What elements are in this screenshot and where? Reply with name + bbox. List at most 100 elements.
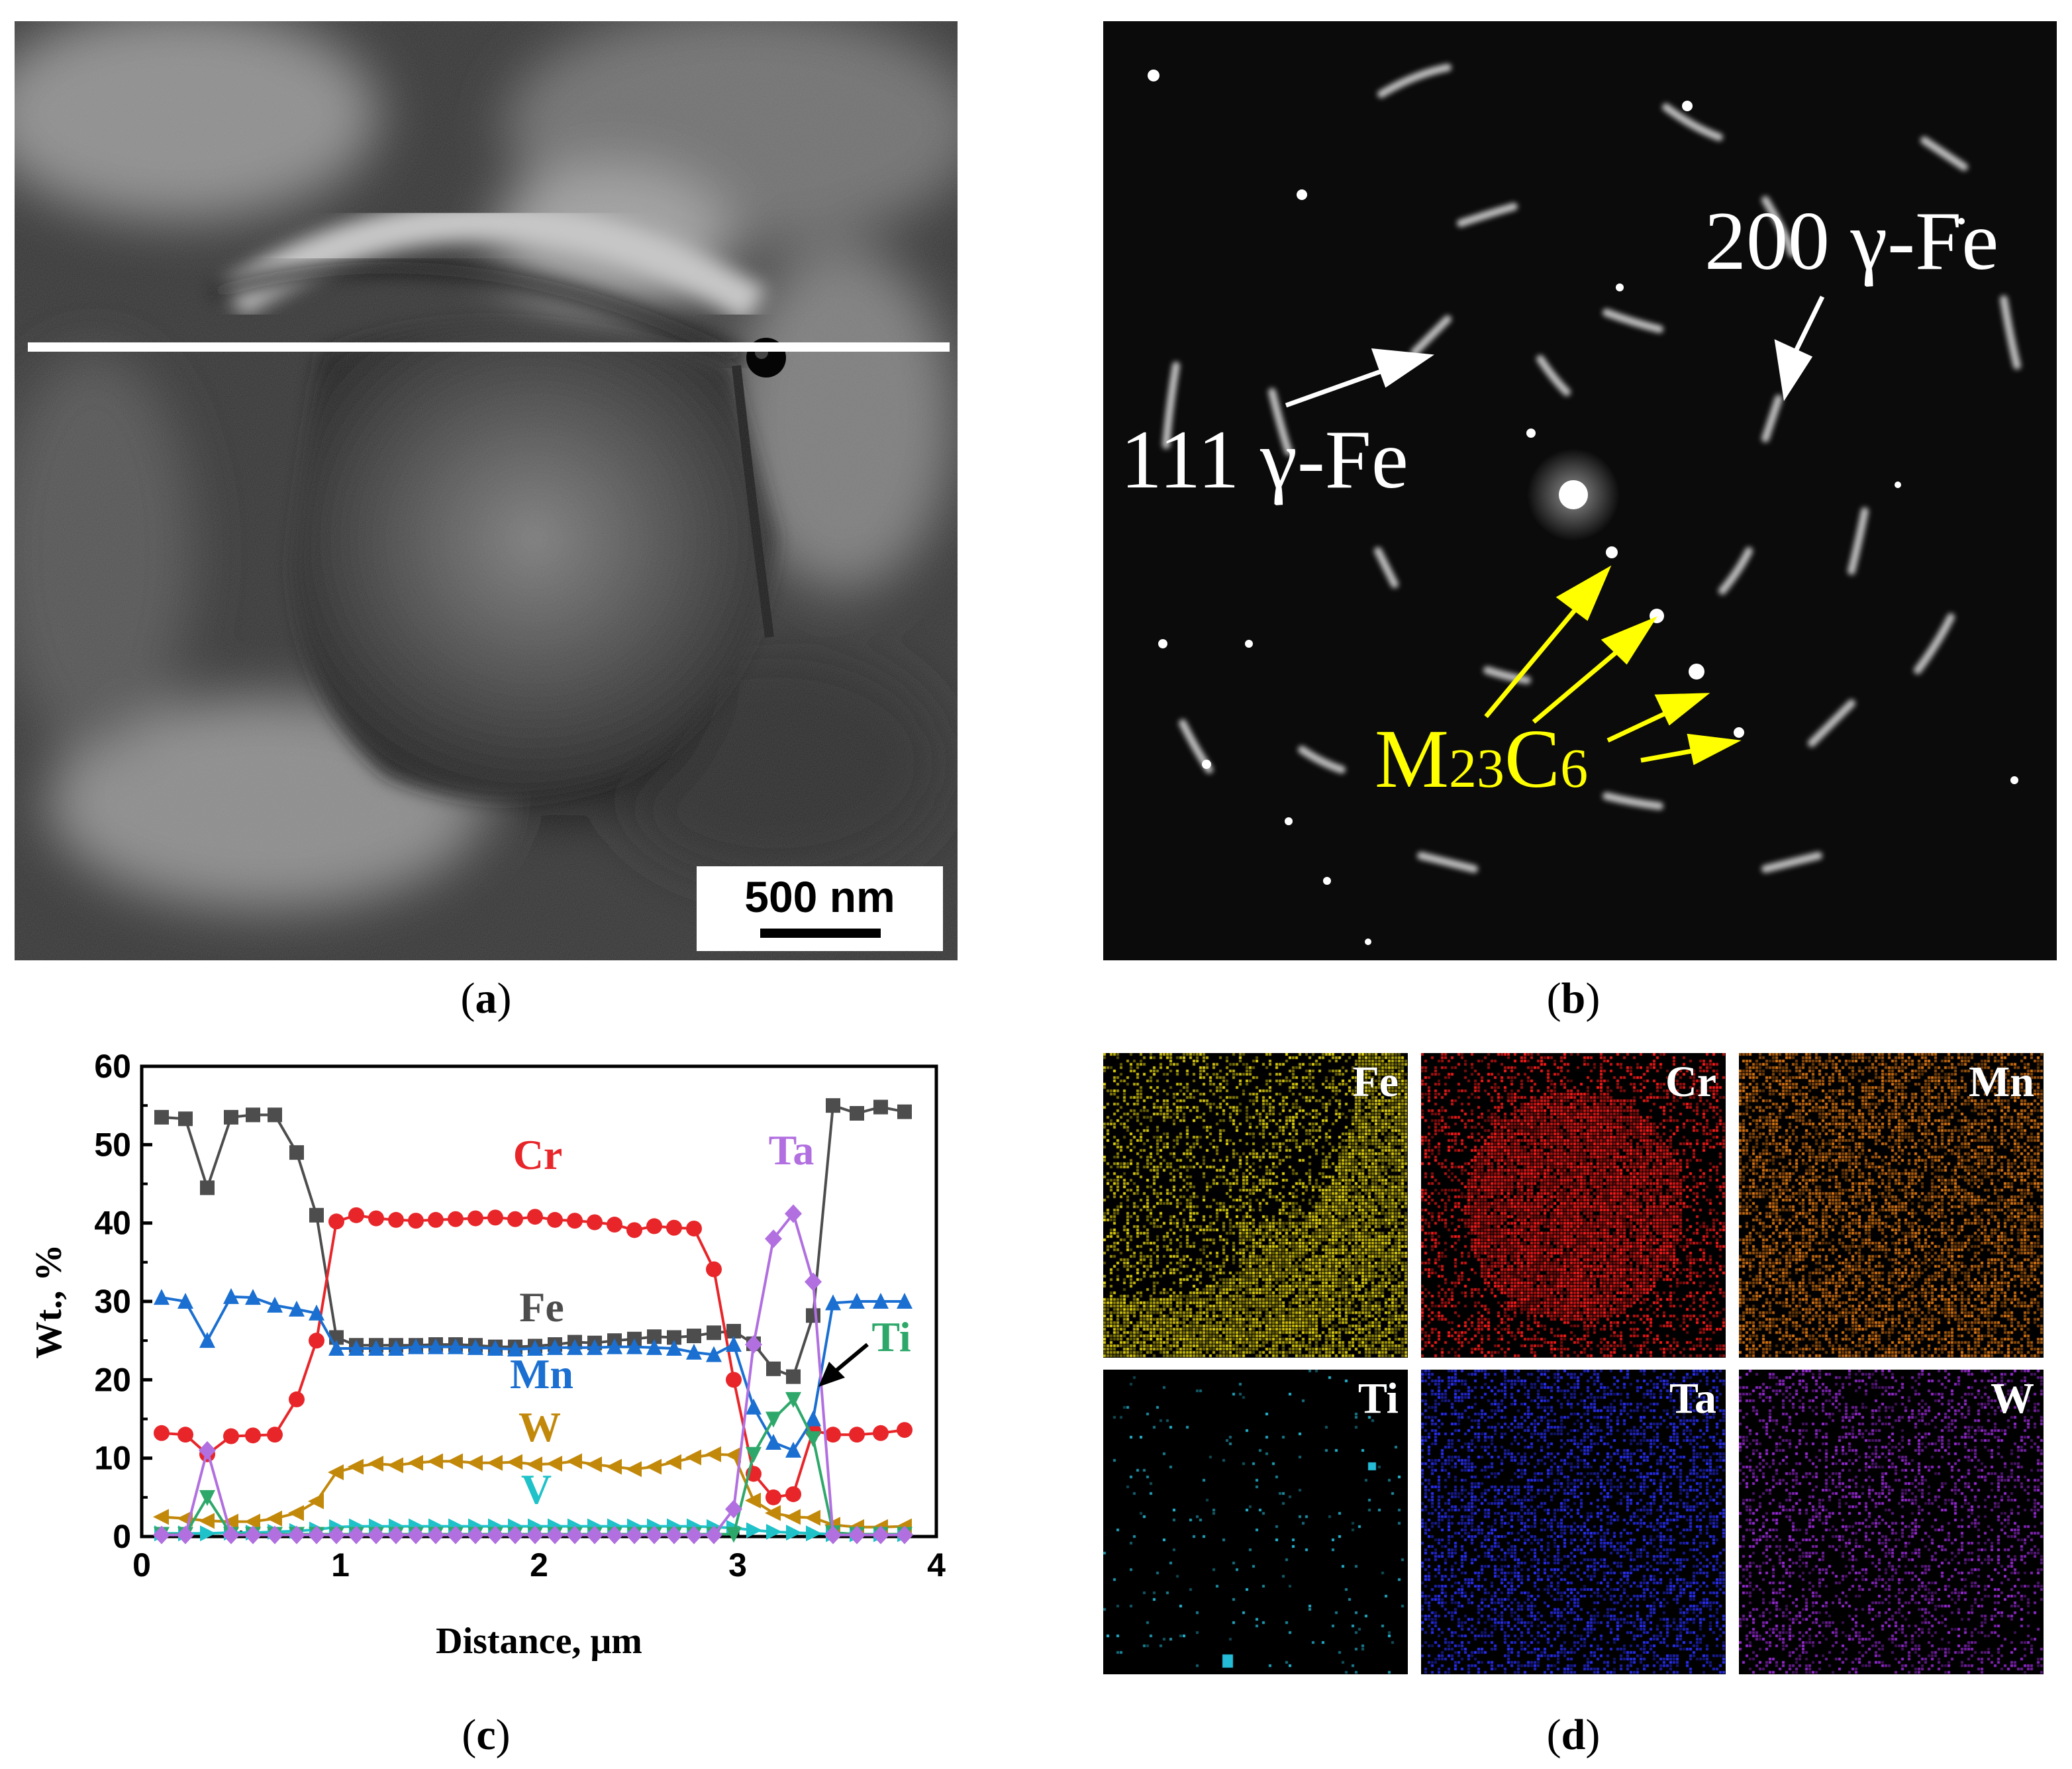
- scale-bar: [760, 929, 881, 938]
- series-point-cr: [223, 1428, 239, 1444]
- series-point-mn: [388, 1340, 404, 1356]
- series-point-mn: [309, 1304, 324, 1321]
- series-point-v: [806, 1525, 822, 1542]
- series-point-ta: [646, 1525, 663, 1544]
- series-point-fe: [268, 1107, 282, 1123]
- series-point-cr: [626, 1222, 642, 1238]
- series-point-cr: [328, 1213, 344, 1230]
- series-point-cr: [428, 1211, 444, 1228]
- series-point-w: [427, 1453, 443, 1470]
- series-point-v: [746, 1522, 762, 1539]
- series-point-w: [199, 1513, 215, 1529]
- label-m23c6-c: C: [1505, 713, 1561, 805]
- series-point-mn: [267, 1296, 283, 1313]
- series-point-ta: [507, 1525, 524, 1544]
- series-point-cr: [706, 1261, 722, 1278]
- element-map-label: Ti: [1357, 1374, 1399, 1423]
- series-point-ta: [328, 1525, 345, 1544]
- series-point-cr: [487, 1209, 503, 1226]
- element-map-mn: Mn: [1739, 1053, 2044, 1358]
- series-label-ti: Ti: [871, 1313, 911, 1360]
- series-point-ta: [872, 1525, 889, 1544]
- series-point-cr: [897, 1422, 913, 1439]
- element-map-pixels: [1421, 1053, 1726, 1358]
- series-point-ta: [368, 1525, 385, 1544]
- series-point-mn: [547, 1339, 563, 1355]
- series-point-mn: [706, 1346, 722, 1362]
- scale-bar-box: 500 nm: [697, 866, 943, 951]
- element-map-label: Ta: [1669, 1374, 1716, 1423]
- y-tick-label: 60: [94, 1048, 131, 1085]
- series-point-mn: [527, 1340, 543, 1356]
- series-point-w: [626, 1461, 642, 1478]
- series-label-ta: Ta: [769, 1127, 814, 1174]
- ti-arrow-head: [818, 1362, 845, 1387]
- caption-a: (a): [460, 974, 512, 1023]
- element-map-pixels: [1421, 1370, 1726, 1674]
- element-map-ta: Ta: [1421, 1370, 1726, 1674]
- series-label-w: W: [518, 1403, 561, 1450]
- series-point-w: [725, 1446, 741, 1463]
- y-tick-label: 20: [94, 1361, 131, 1398]
- x-tick-label: 0: [132, 1546, 151, 1584]
- element-map-pixels: [1739, 1053, 2044, 1358]
- series-point-mn: [746, 1398, 762, 1415]
- series-point-fe: [766, 1361, 781, 1376]
- series-point-mn: [607, 1338, 622, 1354]
- series-point-cr: [245, 1427, 261, 1444]
- series-point-fe: [786, 1369, 801, 1384]
- series-point-cr: [154, 1425, 170, 1441]
- series-point-ta: [566, 1525, 583, 1544]
- series-point-ta: [153, 1525, 170, 1544]
- series-point-cr: [607, 1217, 622, 1233]
- y-tick-label: 50: [94, 1126, 131, 1163]
- series-point-w: [447, 1453, 463, 1470]
- element-map-pixels: [1103, 1053, 1408, 1358]
- series-point-ti: [785, 1391, 801, 1408]
- series-point-cr: [368, 1210, 384, 1227]
- series-point-ta: [626, 1525, 643, 1544]
- series-point-mn: [199, 1332, 215, 1348]
- ti-arrow-shaft: [834, 1342, 869, 1373]
- series-point-fe: [246, 1107, 260, 1123]
- series-point-w: [368, 1455, 383, 1472]
- series-point-w: [685, 1449, 701, 1466]
- series-label-cr: Cr: [513, 1131, 563, 1178]
- y-tick-label: 30: [94, 1283, 131, 1320]
- label-m23c6-sub6: 6: [1560, 738, 1589, 799]
- element-map-cr: Cr: [1421, 1053, 1726, 1358]
- series-point-ta: [745, 1335, 762, 1354]
- series-point-mn: [177, 1293, 193, 1309]
- series-point-ta: [244, 1525, 262, 1544]
- series-point-mn: [154, 1289, 170, 1305]
- series-point-mn: [646, 1339, 662, 1355]
- series-point-cr: [785, 1486, 801, 1503]
- series-point-mn: [448, 1338, 464, 1354]
- series-point-fe: [687, 1329, 701, 1344]
- series-point-cr: [348, 1207, 364, 1223]
- series-point-cr: [267, 1427, 283, 1443]
- series-point-fe: [806, 1308, 820, 1323]
- label-m23c6-m: M: [1375, 713, 1450, 805]
- series-point-cr: [587, 1214, 603, 1231]
- panel-d-elemental-maps: Fe Cr Mn Ti Ta W: [1103, 1053, 2057, 1676]
- series-point-w: [805, 1509, 820, 1526]
- series-point-fe: [200, 1180, 215, 1195]
- series-point-cr: [309, 1333, 324, 1349]
- series-point-w: [222, 1513, 238, 1530]
- diffraction-drawing: [1103, 21, 2057, 960]
- series-point-fe: [873, 1099, 888, 1115]
- label-m23c6: M23C6: [1375, 718, 1588, 801]
- series-point-w: [507, 1454, 522, 1470]
- series-point-mn: [487, 1340, 503, 1356]
- series-point-cr: [507, 1211, 523, 1227]
- series-point-mn: [328, 1340, 344, 1356]
- series-point-mn: [507, 1340, 523, 1357]
- series-point-cr: [686, 1220, 702, 1237]
- series-point-mn: [897, 1293, 913, 1309]
- series-point-cr: [567, 1213, 583, 1229]
- series-point-ta: [606, 1525, 623, 1544]
- series-point-mn: [785, 1441, 801, 1458]
- series-point-ta: [308, 1525, 325, 1544]
